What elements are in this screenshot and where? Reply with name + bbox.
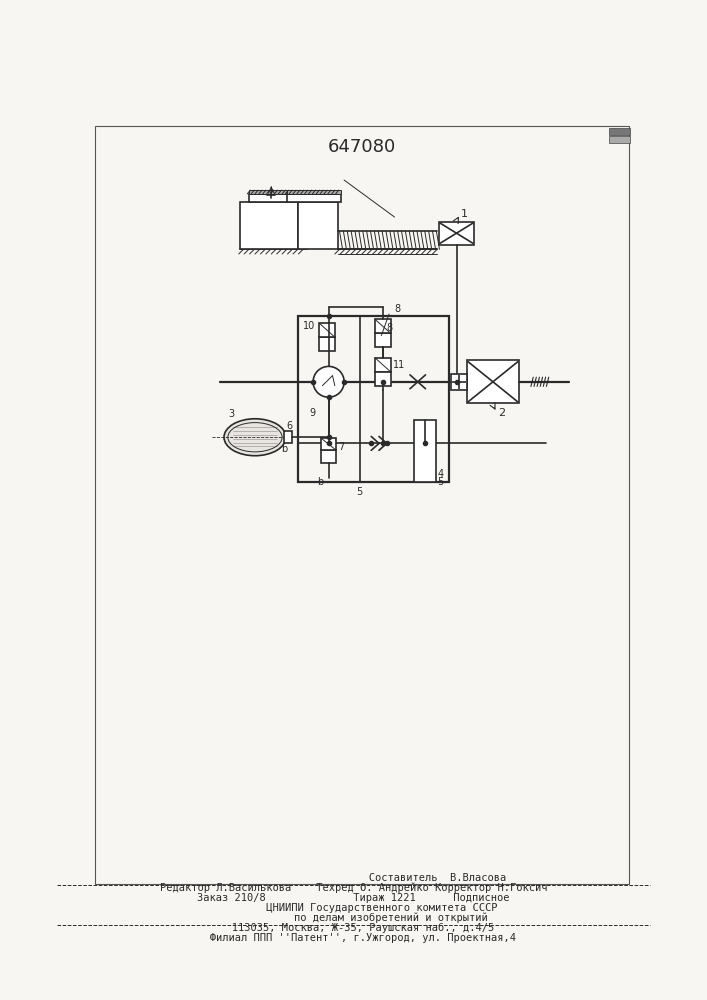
Text: Филиал ППП ''Патент'', г.Ужгород, ул. Проектная,4: Филиал ППП ''Патент'', г.Ужгород, ул. Пр… bbox=[191, 933, 516, 943]
Bar bbox=[609, 136, 630, 143]
Bar bbox=[284, 431, 292, 443]
Text: b: b bbox=[317, 477, 323, 487]
Bar bbox=[375, 319, 391, 333]
Bar bbox=[609, 128, 630, 135]
Bar bbox=[287, 190, 341, 194]
Text: 4: 4 bbox=[437, 469, 443, 479]
Bar bbox=[320, 323, 335, 337]
Bar bbox=[249, 194, 288, 202]
Text: 6: 6 bbox=[286, 421, 292, 431]
Text: 5: 5 bbox=[437, 477, 443, 487]
Bar bbox=[321, 450, 337, 463]
Text: 2: 2 bbox=[498, 408, 506, 418]
Text: 1: 1 bbox=[461, 209, 468, 219]
Text: Составитель  В.Власова: Составитель В.Власова bbox=[200, 873, 507, 883]
Bar bbox=[375, 333, 391, 347]
Bar bbox=[298, 202, 338, 249]
Text: 10: 10 bbox=[303, 321, 315, 331]
Text: ЦНИИПИ Государственного комитета СССР: ЦНИИПИ Государственного комитета СССР bbox=[210, 903, 497, 913]
Circle shape bbox=[313, 366, 344, 397]
Bar bbox=[249, 190, 288, 194]
Bar bbox=[240, 202, 298, 249]
Bar bbox=[438, 222, 474, 245]
Text: по делам изобретений и открытий: по делам изобретений и открытий bbox=[219, 913, 488, 923]
Text: 8: 8 bbox=[387, 323, 393, 333]
Bar bbox=[287, 194, 341, 202]
Text: b: b bbox=[281, 444, 288, 454]
Text: 3: 3 bbox=[228, 409, 235, 419]
Ellipse shape bbox=[224, 419, 286, 456]
Text: 647080: 647080 bbox=[328, 138, 396, 156]
Text: 113035, Москва, Ж-35, Раушская наб., д.4/5: 113035, Москва, Ж-35, Раушская наб., д.4… bbox=[213, 923, 494, 933]
Text: 9: 9 bbox=[310, 408, 315, 418]
Text: 8: 8 bbox=[395, 304, 401, 314]
Text: 11: 11 bbox=[393, 360, 405, 370]
Bar bbox=[320, 337, 335, 351]
Bar bbox=[451, 374, 467, 389]
Text: Редактор Л.Василькова    Техред О. Андрейко Корректор Н.Гоксич: Редактор Л.Василькова Техред О. Андрейко… bbox=[160, 883, 547, 893]
Bar bbox=[375, 372, 391, 386]
Text: Заказ 210/8              Тираж 1221      Подписное: Заказ 210/8 Тираж 1221 Подписное bbox=[197, 893, 510, 903]
Bar bbox=[298, 316, 449, 482]
Bar bbox=[467, 360, 519, 403]
Text: 5: 5 bbox=[356, 487, 363, 497]
Bar bbox=[321, 438, 337, 450]
Bar bbox=[375, 358, 391, 372]
Bar bbox=[414, 420, 436, 482]
Text: 7: 7 bbox=[338, 442, 344, 452]
